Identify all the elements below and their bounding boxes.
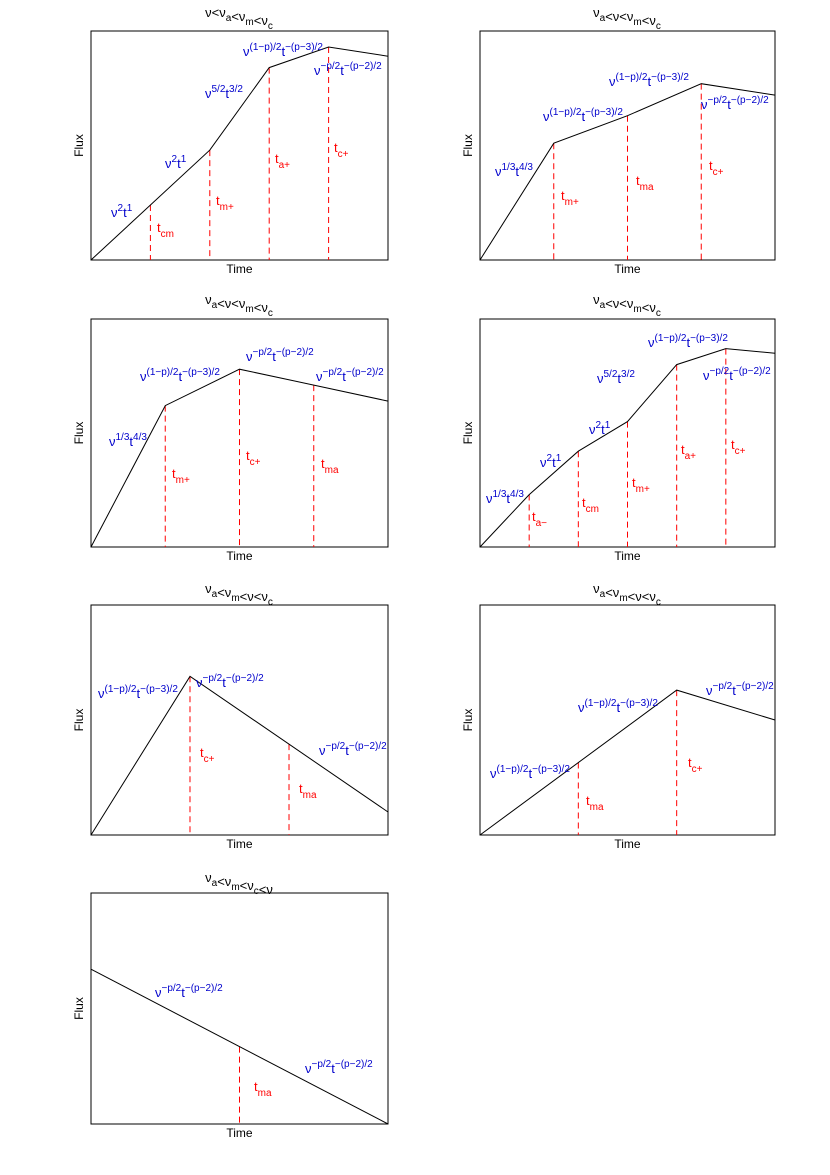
panel-title: νa<νm<ν<νc [593, 581, 661, 608]
light-curve [90, 368, 389, 548]
segment-label: ν2t1 [111, 203, 133, 220]
plot-frame [90, 604, 389, 836]
break-time-label: tma [321, 456, 339, 476]
panel-title: νa<νm<ν<νc [205, 581, 273, 608]
plot-frame [479, 604, 776, 836]
x-axis-label: Time [614, 262, 641, 276]
segment-label: ν−p/2t−(p−2)/2 [701, 95, 769, 112]
break-time-label: tc+ [731, 437, 746, 457]
segment-label: ν−p/2t−(p−2)/2 [246, 347, 314, 364]
segment-label: ν−p/2t−(p−2)/2 [316, 367, 384, 384]
break-time-label: tm+ [216, 193, 234, 213]
segment-label: ν(1−p)/2t−(p−3)/2 [648, 333, 728, 350]
plot-frame [90, 892, 389, 1125]
segment-label: ν−p/2t−(p−2)/2 [305, 1059, 373, 1076]
segment-label: ν(1−p)/2t−(p−3)/2 [543, 107, 623, 124]
segment-label: ν(1−p)/2t−(p−3)/2 [98, 684, 178, 701]
panel-title: νa<ν<νm<νc [205, 292, 273, 319]
y-axis-label: Flux [72, 134, 86, 157]
break-time-label: tcm [582, 495, 599, 515]
y-axis-label: Flux [72, 422, 86, 445]
panel-5: νa<νm<ν<νc ν(1−p)/2t−(p−3)/2 ν−p/2t−(p−2)/… [72, 581, 389, 851]
break-time-label: tm+ [172, 466, 190, 486]
panel-2: νa<ν<νm<νc ν1/3t4/3 ν(1−p)/2t−(p−3)/2 ν(1−p… [461, 5, 776, 276]
light-curve [479, 689, 776, 836]
segment-label: ν−p/2t−(p−2)/2 [703, 366, 771, 383]
break-time-label: ta− [532, 509, 547, 529]
panel-4: νa<ν<νm<νc ν1/3t4/3 ν2t1 ν2t1 ν5/2t3/2 ν(1−p)… [461, 292, 776, 563]
break-time-label: tma [586, 793, 604, 813]
y-axis-label: Flux [72, 997, 86, 1020]
segment-label: ν−p/2t−(p−2)/2 [319, 741, 387, 758]
break-time-label: tma [299, 781, 317, 801]
panel-3: νa<ν<νm<νc ν1/3t4/3 ν(1−p)/2t−(p−3)/2 ν−p/2… [72, 292, 389, 563]
break-time-label: ta+ [681, 442, 696, 462]
light-curve [90, 968, 389, 1125]
x-axis-label: Time [226, 1126, 253, 1140]
break-time-label: tm+ [561, 188, 579, 208]
segment-label: ν1/3t4/3 [486, 489, 524, 506]
light-curve [90, 46, 389, 261]
segment-label: ν2t1 [589, 420, 611, 437]
light-curve [479, 83, 776, 261]
segment-label: ν1/3t4/3 [495, 162, 533, 179]
break-time-label: tc+ [688, 755, 703, 775]
segment-label: ν−p/2t−(p−2)/2 [706, 681, 774, 698]
panel-6: νa<νm<ν<νc ν(1−p)/2t−(p−3)/2 ν(1−p)/2t−(p−… [461, 581, 776, 851]
panel-7: νa<νm<νc<νν−p/2t−(p−2)/2ν−p/2t−(p−2)/2tm… [72, 870, 389, 1140]
x-axis-label: Time [614, 549, 641, 563]
light-curve [90, 675, 389, 836]
segment-label: ν−p/2t−(p−2)/2 [196, 673, 264, 690]
light-curve [479, 348, 776, 548]
panel-title: νa<ν<νm<νc [593, 5, 661, 32]
break-time-label: tc+ [246, 448, 261, 468]
segment-label: ν(1−p)/2t−(p−3)/2 [243, 42, 323, 59]
plot-frame [90, 318, 389, 548]
panel-title: ν<νa<νm<νc [205, 5, 273, 32]
segment-label: ν1/3t4/3 [109, 432, 147, 449]
panel-1: ν<νa<νm<νc ν2t1 ν2t1 ν5/2t3/2 ν(1−p)/2t−(p−3… [72, 5, 389, 276]
x-axis-label: Time [226, 837, 253, 851]
break-time-label: tc+ [200, 745, 215, 765]
segment-label: ν(1−p)/2t−(p−3)/2 [140, 367, 220, 384]
plot-frame [90, 30, 389, 261]
break-time-label: tma [636, 173, 654, 193]
y-axis-label: Flux [461, 134, 475, 157]
break-time-label: tc+ [709, 158, 724, 178]
break-time-label: tcm [157, 220, 174, 240]
break-time-label: tma [254, 1079, 272, 1099]
plot-frame [479, 30, 776, 261]
y-axis-label: Flux [461, 422, 475, 445]
segment-label: ν5/2t3/2 [597, 369, 635, 386]
segment-label: ν2t1 [540, 453, 562, 470]
y-axis-label: Flux [72, 709, 86, 732]
break-time-label: tm+ [632, 475, 650, 495]
segment-label: ν5/2t3/2 [205, 84, 243, 101]
segment-label: ν−p/2t−(p−2)/2 [314, 61, 382, 78]
segment-label: ν(1−p)/2t−(p−3)/2 [490, 764, 570, 781]
y-axis-label: Flux [461, 709, 475, 732]
x-axis-label: Time [226, 549, 253, 563]
x-axis-label: Time [226, 262, 253, 276]
segment-label: ν(1−p)/2t−(p−3)/2 [609, 72, 689, 89]
x-axis-label: Time [614, 837, 641, 851]
panel-title: νa<ν<νm<νc [593, 292, 661, 319]
break-time-label: tc+ [334, 140, 349, 160]
segment-label: ν−p/2t−(p−2)/2 [155, 983, 223, 1000]
segment-label: ν2t1 [165, 154, 187, 171]
segment-label: ν(1−p)/2t−(p−3)/2 [578, 698, 658, 715]
break-time-label: ta+ [275, 151, 290, 171]
